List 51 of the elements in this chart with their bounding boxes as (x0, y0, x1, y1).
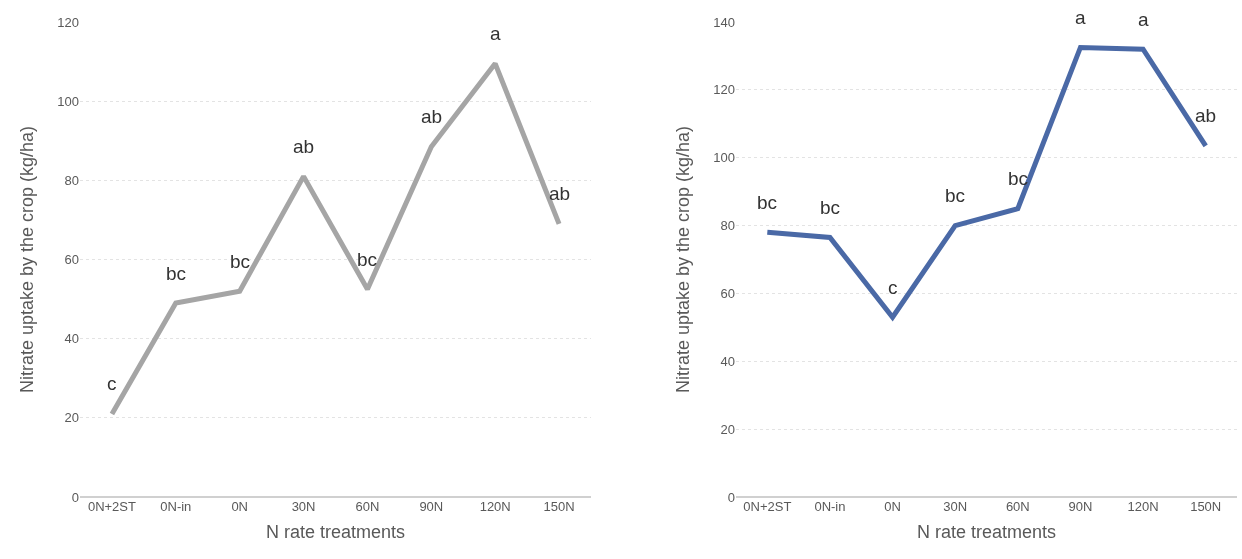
x-tick-label: 0N-in (814, 499, 846, 514)
annotation: c (107, 373, 117, 394)
y-tick-label: 40 (64, 331, 79, 347)
x-tick-label: 30N (943, 499, 968, 514)
y-tick-label: 120 (57, 14, 79, 30)
x-tick-label: 0N (884, 499, 901, 514)
annotation: ab (293, 136, 315, 157)
annotation: bc (757, 192, 778, 213)
x-tick-label: 120N (479, 499, 511, 514)
y-tick-label: 20 (64, 410, 79, 426)
y-tick-label: 80 (64, 172, 79, 188)
x-tick-label: 150N (543, 499, 575, 514)
x-axis-title: N rate treatments (916, 522, 1057, 543)
x-tick-label: 90N (1068, 499, 1093, 514)
annotation: bc (357, 249, 378, 270)
x-axis-title: N rate treatments (265, 522, 406, 543)
y-tick-label: 120 (713, 82, 735, 98)
x-tick-label: 90N (419, 499, 444, 514)
annotation: bc (230, 251, 251, 272)
annotation: a (1075, 7, 1086, 28)
x-tick-label: 120N (1127, 499, 1159, 514)
annotation: ab (1195, 105, 1217, 126)
annotation: a (1138, 9, 1149, 30)
annotation: c (888, 277, 898, 298)
y-tick-label: 140 (713, 14, 735, 30)
x-tick-label: 60N (355, 499, 380, 514)
y-tick-label: 0 (71, 489, 79, 505)
x-tick-label: 150N (1190, 499, 1222, 514)
annotation: a (490, 23, 501, 44)
y-tick-label: 20 (720, 421, 735, 437)
annotation: bc (1008, 168, 1029, 189)
annotation: bc (166, 263, 187, 284)
x-tick-label: 0N+2ST (87, 499, 137, 514)
annotation: bc (820, 197, 841, 218)
y-tick-label: 40 (720, 353, 735, 369)
y-tick-label: 100 (713, 150, 735, 166)
y-axis-title: Nitrate uptake by the crop (kg/ha) (17, 125, 38, 394)
x-tick-label: 30N (291, 499, 316, 514)
x-tick-label: 0N-in (160, 499, 192, 514)
x-tick-label: 0N (231, 499, 248, 514)
y-tick-label: 60 (720, 285, 735, 301)
y-tick-label: 100 (57, 93, 79, 109)
y-tick-label: 0 (727, 489, 735, 505)
x-tick-label: 0N+2ST (743, 499, 792, 514)
annotation: ab (549, 183, 571, 204)
annotation: ab (421, 106, 443, 127)
y-tick-label: 80 (720, 218, 735, 234)
y-tick-label: 60 (64, 252, 79, 268)
annotation: bc (945, 185, 966, 206)
y-axis-title: Nitrate uptake by the crop (kg/ha) (673, 125, 694, 394)
x-tick-label: 60N (1005, 499, 1030, 514)
